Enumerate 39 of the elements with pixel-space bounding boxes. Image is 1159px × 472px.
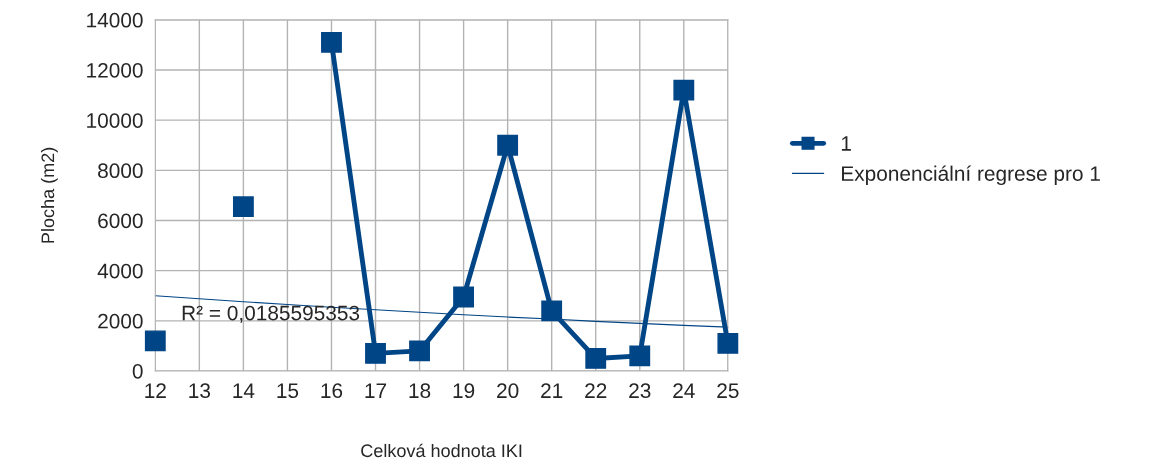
legend-label: 1 xyxy=(841,136,851,151)
y-tick-label: 6000 xyxy=(98,213,143,229)
y-tick-label: 14000 xyxy=(87,12,143,28)
x-tick-label: 20 xyxy=(497,383,519,399)
point xyxy=(629,345,651,367)
point xyxy=(673,79,695,101)
y-tick-label: 12000 xyxy=(87,62,143,78)
x-tick-label: 22 xyxy=(585,383,607,398)
annotation: R² = 0,0185595353 xyxy=(182,305,360,323)
point xyxy=(232,196,254,218)
x-tick-label: 21 xyxy=(541,383,563,398)
x-tick-label: 15 xyxy=(277,383,299,399)
x-axis-title: Celková hodnota IKI xyxy=(361,443,522,458)
point xyxy=(144,330,166,352)
x-tick-label: 14 xyxy=(233,383,255,398)
point xyxy=(365,343,386,364)
x-tick-label: 13 xyxy=(189,383,211,399)
x-tick-label: 25 xyxy=(717,383,739,399)
y-tick-label: 0 xyxy=(132,363,143,379)
x-tick-label: 23 xyxy=(629,383,651,399)
legend-label: Exponenciální regrese pro 1 xyxy=(842,165,1100,186)
x-tick-label: 16 xyxy=(321,383,343,399)
y-tick-label: 2000 xyxy=(98,313,143,329)
point xyxy=(453,286,475,308)
x-tick-label: 24 xyxy=(673,383,695,398)
y-tick-label: 4000 xyxy=(97,263,143,279)
y-axis-title: Plocha (m2) xyxy=(40,147,58,243)
point xyxy=(409,340,430,362)
x-tick-label: 17 xyxy=(365,383,387,398)
y-tick-label: 8000 xyxy=(98,163,143,179)
x-tick-label: 12 xyxy=(145,383,166,398)
point xyxy=(321,31,342,53)
y-tick-label: 10000 xyxy=(87,113,143,128)
x-tick-label: 18 xyxy=(409,383,431,399)
point xyxy=(497,134,519,156)
point xyxy=(717,332,739,354)
point xyxy=(585,348,607,369)
x-tick-label: 19 xyxy=(453,383,475,399)
point xyxy=(541,300,563,322)
